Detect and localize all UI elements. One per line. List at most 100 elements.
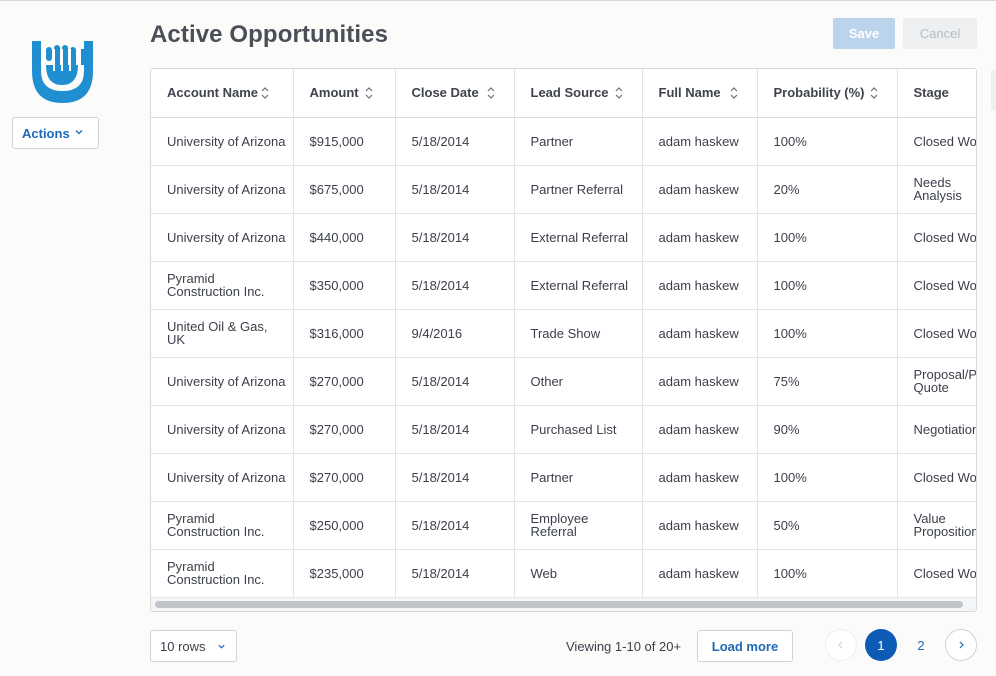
sort-icon[interactable] bbox=[364, 86, 374, 100]
table-cell: 75% bbox=[757, 357, 898, 406]
table-row[interactable]: University of Arizona $675,000 5/18/2014 Pa… bbox=[151, 165, 976, 214]
load-more-button[interactable]: Load more bbox=[697, 630, 793, 662]
table-cell: 5/18/2014 bbox=[395, 405, 515, 454]
column-header[interactable]: Full Name bbox=[642, 69, 758, 118]
table-cell: University of Arizona bbox=[151, 405, 294, 454]
table-cell: University of Arizona bbox=[151, 117, 294, 166]
sort-icon[interactable] bbox=[614, 86, 624, 100]
table-cell: University of Arizona bbox=[151, 357, 294, 406]
table-cell: 100% bbox=[757, 117, 898, 166]
table-cell: 5/18/2014 bbox=[395, 501, 515, 550]
table-cell: adam haskew bbox=[642, 549, 758, 598]
sort-icon[interactable] bbox=[869, 86, 879, 100]
table-row[interactable]: University of Arizona $915,000 5/18/2014 Pa… bbox=[151, 117, 976, 166]
column-header-label: Amount bbox=[309, 85, 359, 101]
table-cell: 5/18/2014 bbox=[395, 213, 515, 262]
column-header-label: Full Name bbox=[658, 85, 721, 101]
table-cell: 20% bbox=[757, 165, 898, 214]
table-cell: $250,000 bbox=[293, 501, 396, 550]
sort-icon[interactable] bbox=[486, 86, 496, 100]
table-cell: 50% bbox=[757, 501, 898, 550]
table-cell: adam haskew bbox=[642, 213, 758, 262]
table-cell: 90% bbox=[757, 405, 898, 454]
previous-page-button[interactable] bbox=[825, 629, 857, 661]
table-cell: $915,000 bbox=[293, 117, 396, 166]
page-1-button[interactable]: 1 bbox=[865, 629, 897, 661]
table-cell: Closed Won bbox=[897, 309, 976, 358]
column-header-label: Close Date bbox=[411, 85, 479, 101]
table-row[interactable]: University of Arizona $270,000 5/18/2014 Pa… bbox=[151, 453, 976, 502]
chevron-right-icon bbox=[959, 641, 964, 649]
sort-icon[interactable] bbox=[260, 86, 270, 100]
table-cell: University of Arizona bbox=[151, 213, 294, 262]
table-cell: Purchased List bbox=[514, 405, 643, 454]
horizontal-scrollbar[interactable] bbox=[151, 597, 976, 611]
rows-per-page-select[interactable]: 10 rows bbox=[150, 630, 237, 662]
chevron-down-icon bbox=[75, 130, 83, 135]
column-header-label: Account Name bbox=[167, 85, 259, 101]
table-row[interactable]: Pyramid Construction Inc. $250,000 5/18/20… bbox=[151, 501, 976, 550]
scrollbar-thumb[interactable] bbox=[155, 601, 963, 608]
table-cell: adam haskew bbox=[642, 165, 758, 214]
column-header[interactable]: Amount bbox=[293, 69, 396, 118]
table-cell: 100% bbox=[757, 309, 898, 358]
cancel-button[interactable]: Cancel bbox=[903, 18, 977, 49]
table-cell: Needs Analysis bbox=[897, 165, 976, 214]
column-header-label: Stage bbox=[913, 85, 949, 101]
table-row[interactable]: University of Arizona $270,000 5/18/2014 Ot… bbox=[151, 357, 976, 406]
table-cell: Employee Referral bbox=[514, 501, 643, 550]
table-header-row: Account Name Amount Close Date Lead Source F… bbox=[151, 69, 976, 118]
table-cell: 5/18/2014 bbox=[395, 165, 515, 214]
table-cell: adam haskew bbox=[642, 309, 758, 358]
table-cell: University of Arizona bbox=[151, 165, 294, 214]
table-cell: Closed Won bbox=[897, 117, 976, 166]
table-cell: Pyramid Construction Inc. bbox=[151, 261, 294, 310]
column-header[interactable]: Lead Source bbox=[514, 69, 643, 118]
table-cell: Partner bbox=[514, 453, 643, 502]
table-cell: $675,000 bbox=[293, 165, 396, 214]
table-cell: $316,000 bbox=[293, 309, 396, 358]
table-cell: Closed Won bbox=[897, 549, 976, 598]
vertical-scrollbar[interactable] bbox=[991, 70, 996, 110]
table-cell: adam haskew bbox=[642, 405, 758, 454]
table-cell: Partner bbox=[514, 117, 643, 166]
table-cell: $270,000 bbox=[293, 405, 396, 454]
table-cell: $350,000 bbox=[293, 261, 396, 310]
table-cell: Other bbox=[514, 357, 643, 406]
table-cell: 100% bbox=[757, 549, 898, 598]
table-cell: Partner Referral bbox=[514, 165, 643, 214]
table-cell: United Oil & Gas, UK bbox=[151, 309, 294, 358]
table-cell: $270,000 bbox=[293, 357, 396, 406]
table-cell: adam haskew bbox=[642, 501, 758, 550]
chevron-left-icon bbox=[838, 641, 843, 649]
table-row[interactable]: Pyramid Construction Inc. $350,000 5/18/20… bbox=[151, 261, 976, 310]
table-cell: adam haskew bbox=[642, 261, 758, 310]
table-cell: Closed Won bbox=[897, 213, 976, 262]
actions-label: Actions bbox=[22, 125, 70, 141]
table-row[interactable]: Pyramid Construction Inc. $235,000 5/18/20… bbox=[151, 549, 976, 598]
page-2-button[interactable]: 2 bbox=[917, 637, 925, 653]
table-cell: 5/18/2014 bbox=[395, 117, 515, 166]
table-cell: $440,000 bbox=[293, 213, 396, 262]
table-row[interactable]: University of Arizona $270,000 5/18/2014 Pu… bbox=[151, 405, 976, 454]
column-header[interactable]: Stage bbox=[897, 69, 976, 118]
column-header[interactable]: Probability (%) bbox=[757, 69, 898, 118]
table-cell: 100% bbox=[757, 213, 898, 262]
opportunities-table: Account Name Amount Close Date Lead Source F… bbox=[150, 68, 977, 612]
table-cell: Proposal/Price Quote bbox=[897, 357, 976, 406]
chevron-down-icon bbox=[218, 644, 225, 649]
column-header[interactable]: Close Date bbox=[395, 69, 515, 118]
column-header[interactable]: Account Name bbox=[151, 69, 294, 118]
table-cell: 5/18/2014 bbox=[395, 549, 515, 598]
actions-dropdown[interactable]: Actions bbox=[12, 117, 99, 149]
table-cell: 9/4/2016 bbox=[395, 309, 515, 358]
table-cell: University of Arizona bbox=[151, 453, 294, 502]
next-page-button[interactable] bbox=[945, 629, 977, 661]
table-row[interactable]: University of Arizona $440,000 5/18/2014 Ex… bbox=[151, 213, 976, 262]
sort-icon[interactable] bbox=[729, 86, 739, 100]
table-cell: Pyramid Construction Inc. bbox=[151, 501, 294, 550]
save-button[interactable]: Save bbox=[833, 18, 895, 49]
table-cell: Trade Show bbox=[514, 309, 643, 358]
table-cell: Closed Won bbox=[897, 261, 976, 310]
table-row[interactable]: United Oil & Gas, UK $316,000 9/4/2016 Trad… bbox=[151, 309, 976, 358]
